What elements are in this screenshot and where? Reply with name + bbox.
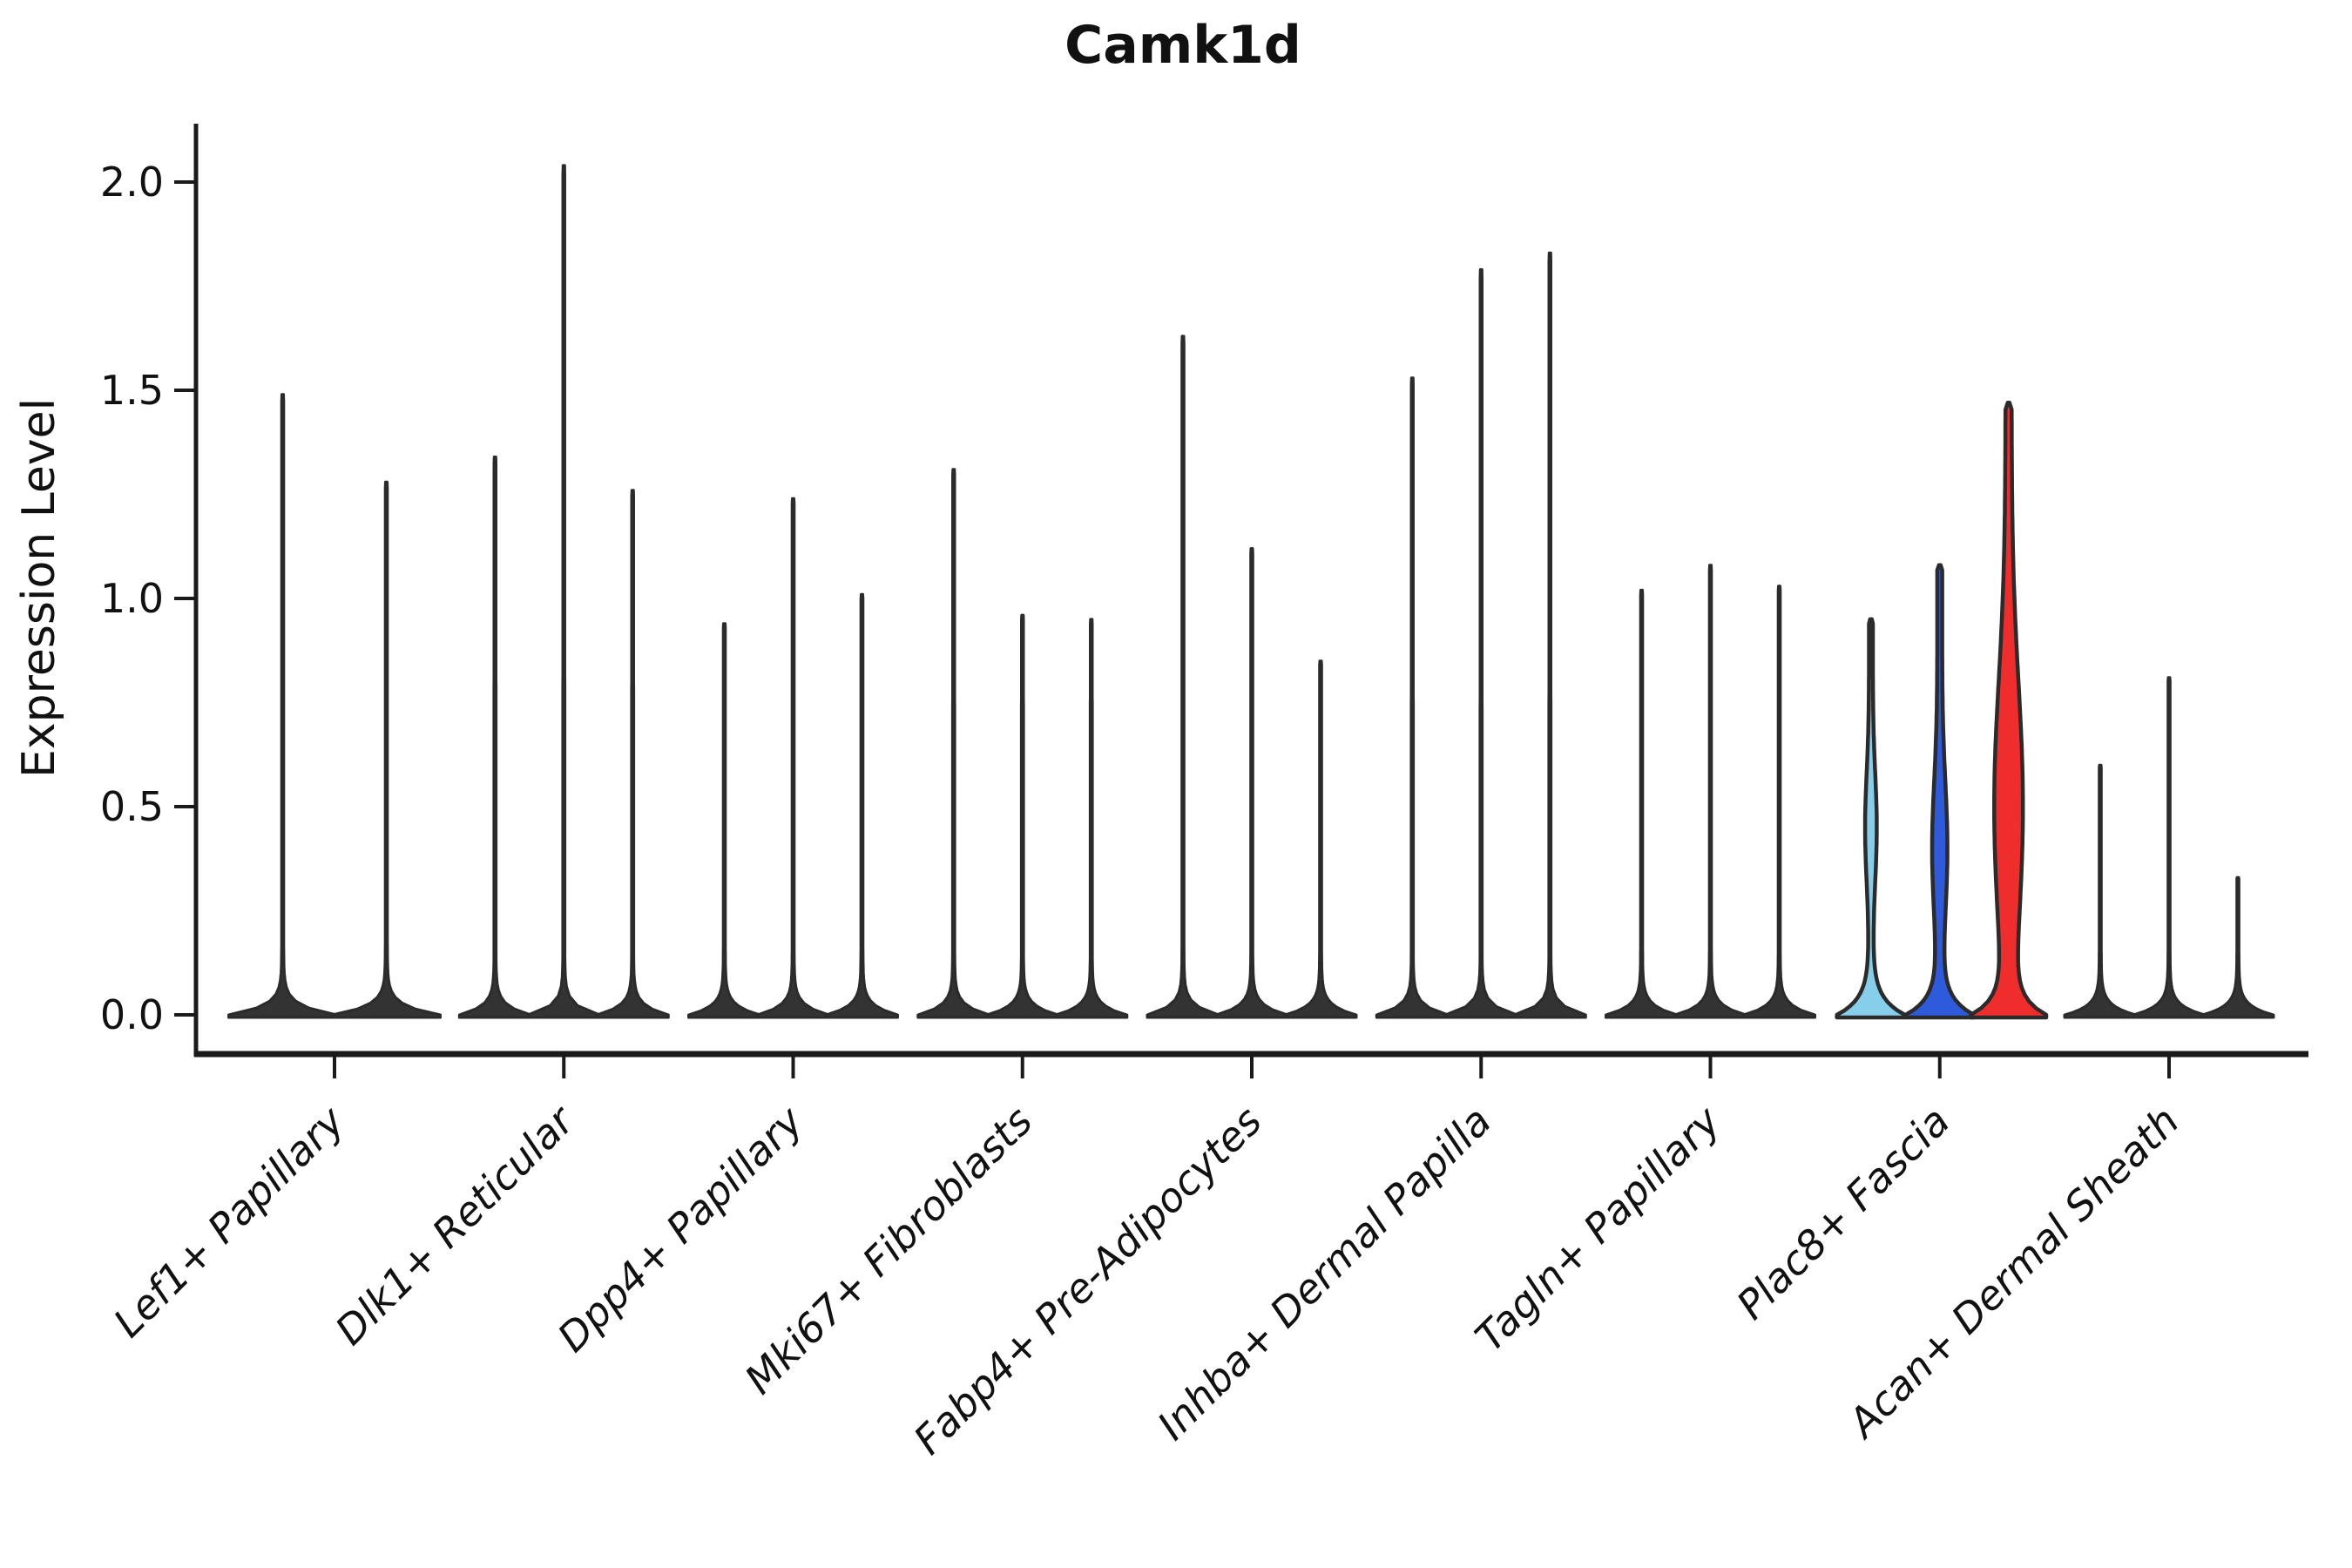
y-tick-label: 1.0 bbox=[100, 575, 164, 622]
violin bbox=[331, 480, 442, 1019]
violin-group bbox=[1146, 335, 1358, 1019]
violin-group bbox=[1375, 251, 1587, 1019]
violin bbox=[2132, 676, 2207, 1019]
violin bbox=[526, 164, 601, 1019]
violin bbox=[1054, 618, 1129, 1019]
violin-highlighted bbox=[1835, 617, 1908, 1020]
violin bbox=[1214, 547, 1289, 1019]
x-tick-label: Dlk1+ Reticular bbox=[326, 1095, 585, 1354]
y-axis-label: Expression Level bbox=[13, 398, 65, 778]
violin bbox=[595, 489, 670, 1019]
violin bbox=[1283, 659, 1358, 1019]
violin bbox=[1673, 564, 1747, 1019]
x-tick-label: Dpp4+ Papillary bbox=[549, 1097, 813, 1361]
y-tick-label: 0.5 bbox=[100, 783, 164, 830]
violin-highlighted bbox=[1969, 401, 2049, 1020]
chart-title: Camk1d bbox=[1064, 15, 1301, 76]
y-tick-label: 0.0 bbox=[100, 991, 164, 1038]
violins-layer bbox=[227, 164, 2275, 1020]
violin bbox=[1605, 588, 1679, 1019]
violin bbox=[1742, 585, 1816, 1019]
violin bbox=[2063, 763, 2138, 1019]
violin bbox=[825, 592, 899, 1019]
violin-group bbox=[227, 393, 442, 1019]
violin bbox=[2200, 875, 2275, 1019]
violin bbox=[916, 468, 991, 1019]
violin bbox=[227, 393, 338, 1019]
violin-group bbox=[916, 468, 1129, 1019]
violin bbox=[756, 497, 830, 1019]
y-tick-label: 1.5 bbox=[100, 367, 164, 414]
y-tick-label: 2.0 bbox=[100, 159, 164, 206]
violin bbox=[1512, 251, 1587, 1019]
violin bbox=[985, 613, 1060, 1019]
violin-group bbox=[687, 497, 899, 1019]
violin bbox=[457, 456, 532, 1019]
violin-group bbox=[457, 164, 670, 1019]
violin bbox=[1375, 376, 1450, 1019]
violin-group bbox=[1605, 564, 1816, 1019]
violin bbox=[687, 622, 761, 1019]
x-tick-label: Plac8+ Fascia bbox=[1727, 1098, 1958, 1328]
violin bbox=[1443, 267, 1518, 1019]
violin-highlighted bbox=[1903, 563, 1977, 1020]
violin-group bbox=[2063, 676, 2275, 1019]
violin bbox=[1146, 335, 1220, 1019]
violin-group bbox=[1835, 401, 2049, 1020]
x-tick-label: Tagln+ Papillary bbox=[1466, 1097, 1730, 1361]
x-tick-label: Lef1+ Papillary bbox=[105, 1097, 354, 1346]
